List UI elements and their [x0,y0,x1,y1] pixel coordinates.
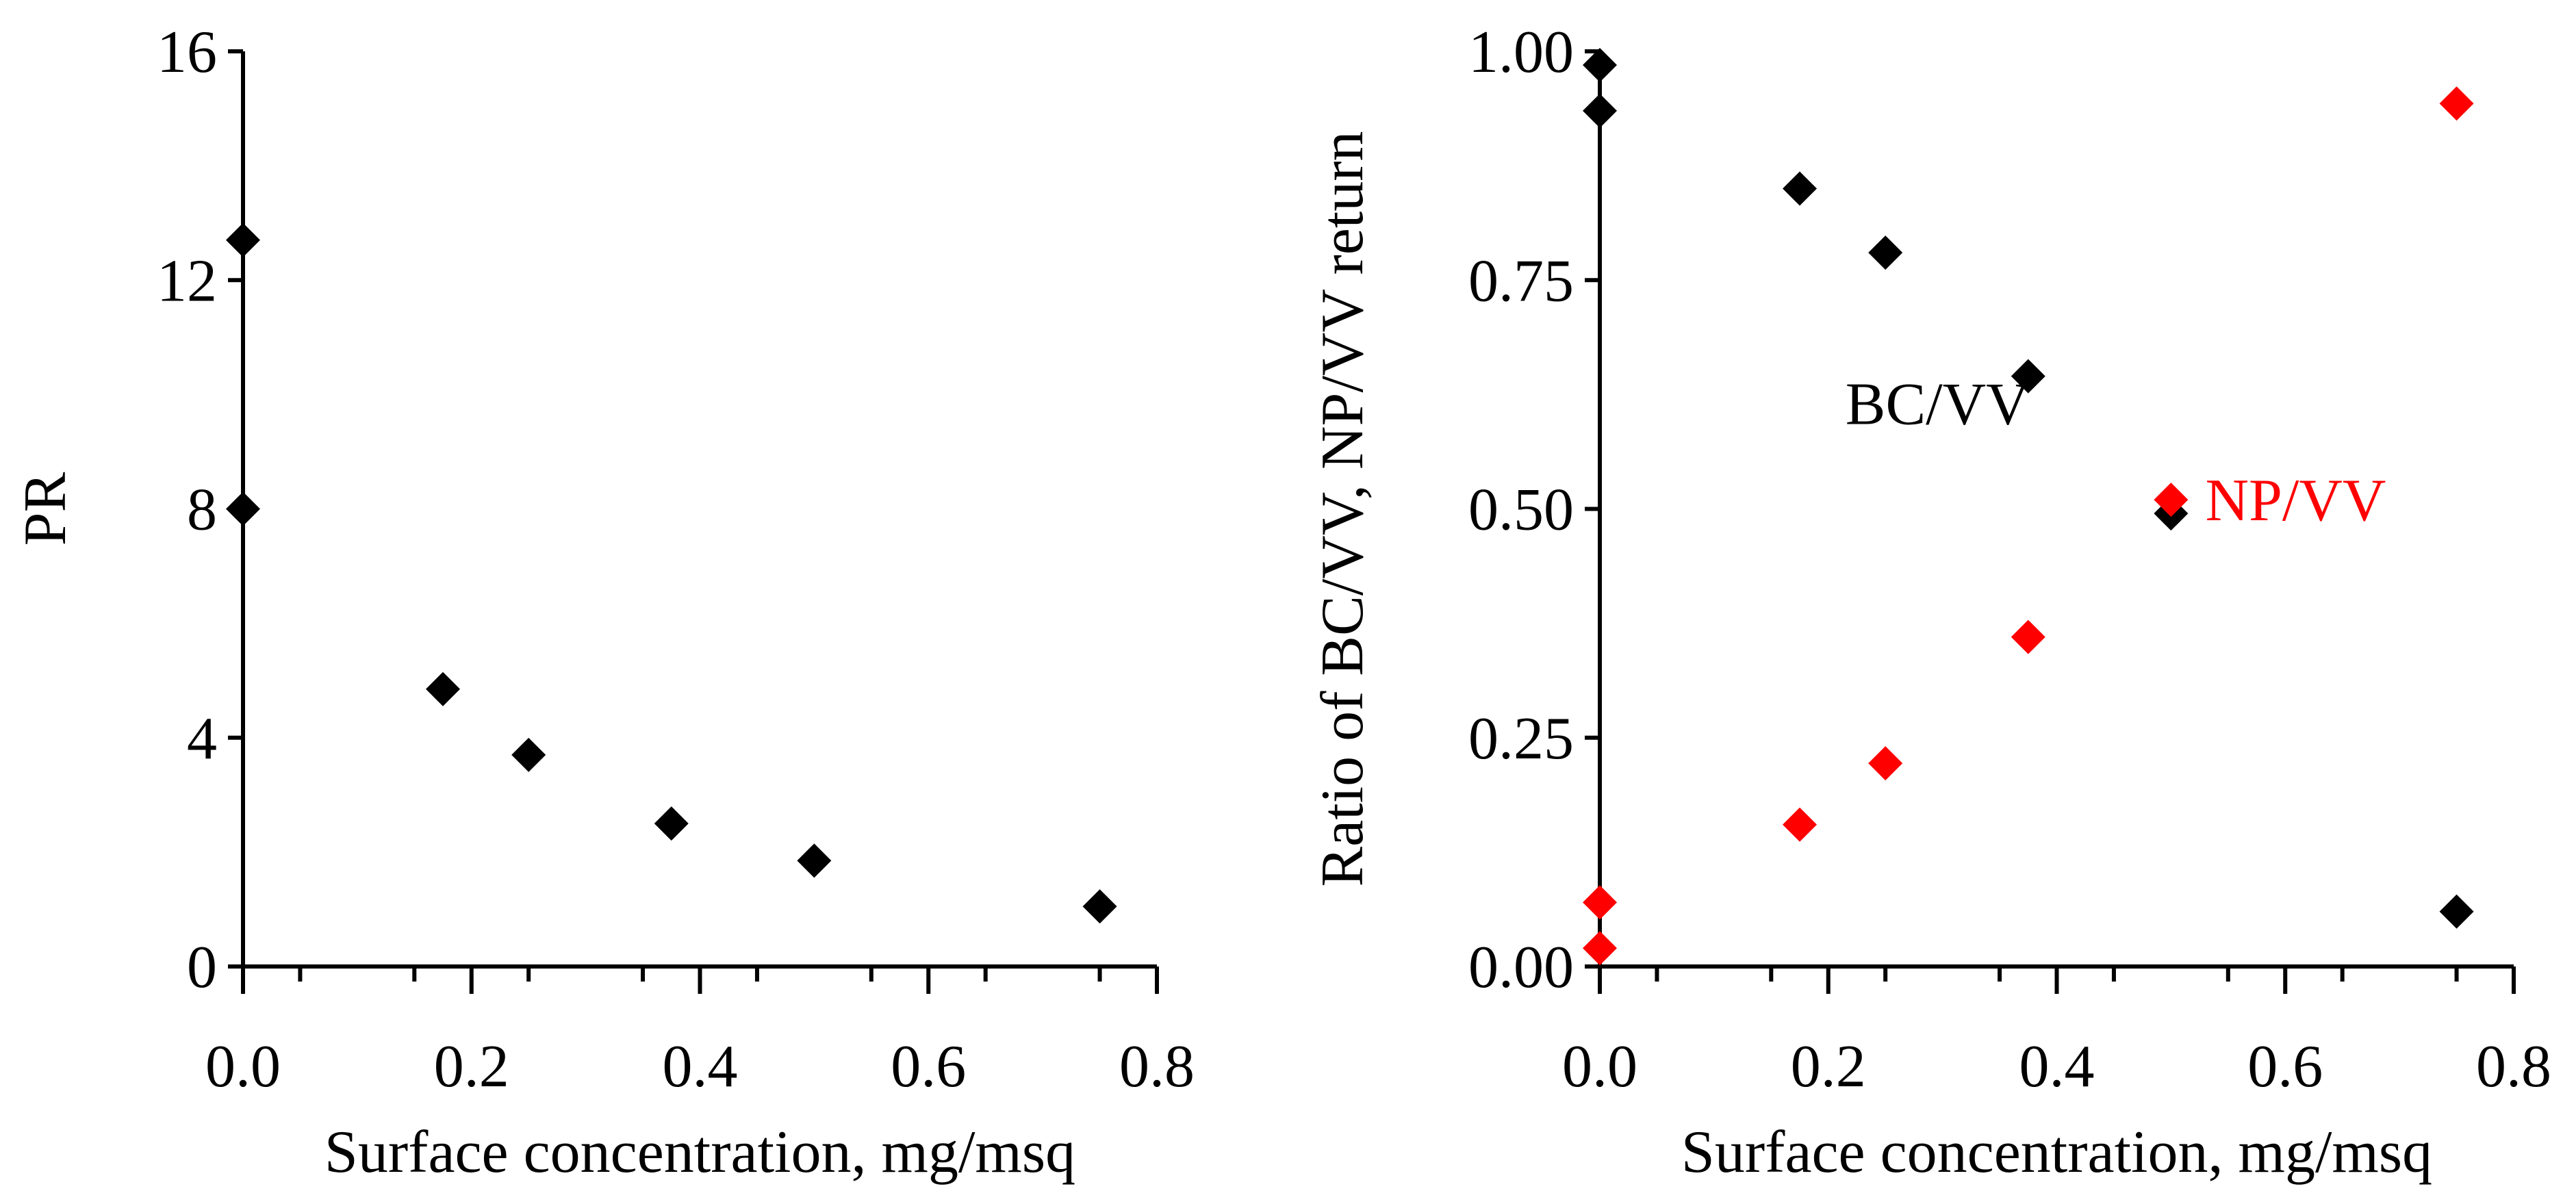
pr-point [1082,889,1117,924]
y-tick-label: 1.00 [1468,19,1574,86]
pr-point [226,222,260,257]
pr-point [654,806,689,841]
x-tick-label: 0.4 [2019,1034,2095,1100]
series-label-bc-vv: BC/VV [1846,372,2030,438]
np-vv-point [2439,86,2474,121]
y-tick-label: 0 [187,934,217,1001]
np-vv-point [1583,931,1617,966]
bc-vv-point [2439,894,2474,929]
y-tick-label: 0.00 [1468,934,1574,1001]
pr-point [797,843,832,878]
np-vv-point [2011,619,2045,654]
np-vv-point [1783,807,1818,842]
y-tick-label: 0.50 [1468,477,1574,543]
x-tick-label: 0.8 [1119,1034,1195,1100]
y-axis-title: PR [12,472,79,546]
series-label-np-vv: NP/VV [2205,467,2386,534]
np-vv-point [1868,746,1903,781]
x-tick-label: 0.2 [1791,1034,1866,1100]
x-axis-title: Surface concentration, mg/msq [1681,1119,2432,1186]
x-tick-label: 0.0 [1562,1034,1637,1100]
y-tick-label: 4 [187,706,217,772]
x-tick-label: 0.6 [891,1034,966,1100]
pr-point [226,491,260,526]
y-tick-label: 12 [157,248,217,314]
x-tick-label: 0.8 [2476,1034,2551,1100]
x-axis-title: Surface concentration, mg/msq [324,1119,1075,1186]
x-tick-label: 0.2 [434,1034,509,1100]
bc-vv-point [2011,359,2045,394]
bc-vv-point [1583,48,1617,83]
y-tick-label: 0.75 [1468,248,1574,314]
x-tick-label: 0.4 [663,1034,738,1100]
bc-vv-point [1868,235,1903,270]
np-vv-point [2154,483,2189,517]
pr-point [511,737,546,772]
bc-vv-point [1783,171,1818,206]
y-tick-label: 16 [157,19,217,86]
y-tick-label: 0.25 [1468,706,1574,772]
pr-point [426,671,461,706]
y-tick-label: 8 [187,477,217,543]
x-tick-label: 0.0 [205,1034,281,1100]
np-vv-point [1583,885,1617,920]
bc-vv-point [1583,93,1617,128]
x-tick-label: 0.6 [2247,1034,2323,1100]
y-axis-title: Ratio of BC/VV, NP/VV return [1310,131,1376,886]
pr-chart: 0 4 8 12 16 0.0 0.2 0.4 0.6 0.8 Surface concentrat… [12,19,1195,1186]
ratio-chart: 0.00 0.25 0.50 0.75 1.00 0.0 0.2 0.4 0.6 0.8 Surfa… [1310,19,2551,1186]
